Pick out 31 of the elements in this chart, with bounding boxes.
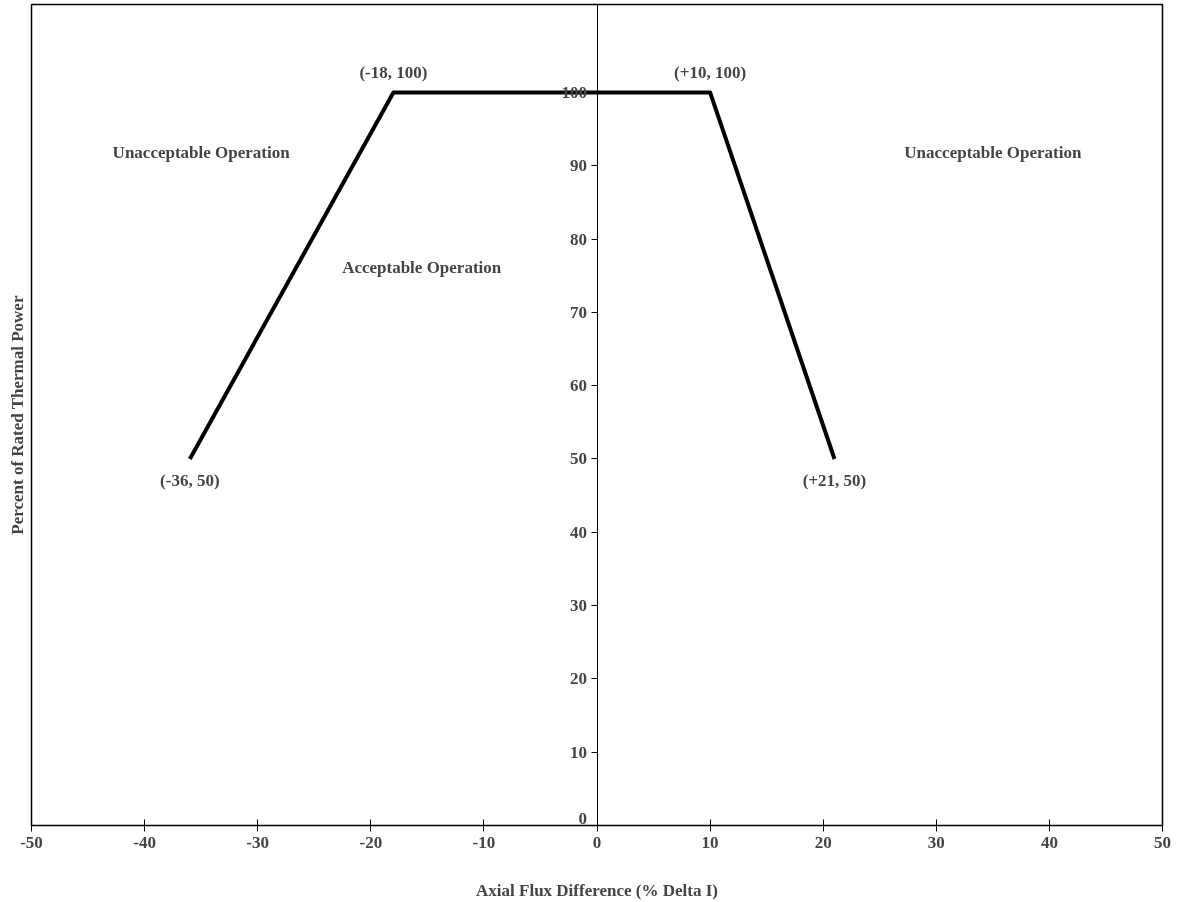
y-tick-label: 10 (570, 742, 587, 762)
annotation: Acceptable Operation (342, 257, 502, 277)
x-tick-label: 40 (1040, 832, 1058, 852)
y-tick-label: 80 (570, 229, 587, 249)
annotation: (-18, 100) (359, 63, 428, 83)
x-tick-label: 10 (701, 832, 719, 852)
y-tick-label: 40 (570, 522, 587, 542)
annotation: Unacceptable Operation (112, 142, 291, 162)
annotation: Unacceptable Operation (904, 142, 1082, 162)
y-tick-label: 50 (570, 449, 587, 469)
y-tick-label: 100 (561, 82, 587, 102)
x-tick-label: -10 (472, 832, 496, 852)
x-tick-label: 20 (814, 832, 832, 852)
annotation: (-36, 50) (160, 470, 220, 490)
y-axis-title: Percent of Rated Thermal Power (7, 295, 27, 535)
x-tick-label: 30 (927, 832, 945, 852)
x-tick-label: -20 (359, 832, 383, 852)
x-axis-title: Axial Flux Difference (% Delta I) (476, 880, 718, 900)
y-tick-label: 70 (570, 302, 587, 322)
annotation: (+21, 50) (802, 470, 867, 490)
y-tick-label: 60 (570, 376, 587, 396)
y-tick-label: 0 (578, 808, 587, 828)
y-tick-label: 90 (570, 156, 587, 176)
x-tick-label: -40 (133, 832, 156, 852)
x-tick-label: -30 (246, 832, 270, 852)
y-tick-label: 20 (570, 669, 587, 689)
y-tick-label: 30 (570, 596, 587, 616)
x-tick-label: 50 (1154, 832, 1171, 852)
x-tick-label: 0 (592, 832, 602, 852)
x-tick-label: -50 (20, 832, 43, 852)
annotation: (+10, 100) (674, 63, 747, 83)
